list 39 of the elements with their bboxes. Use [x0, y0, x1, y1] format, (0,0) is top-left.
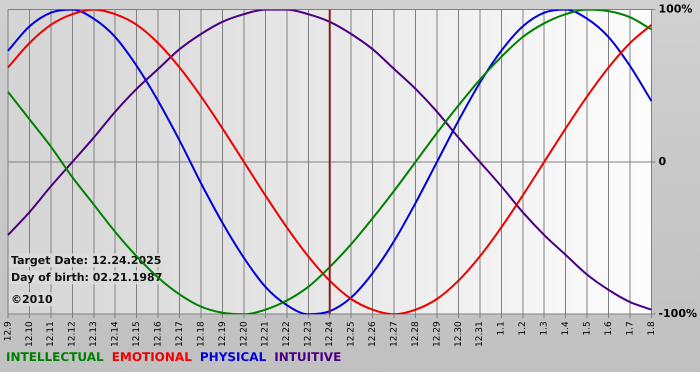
x-tick-label: 1.1 [496, 321, 507, 336]
x-tick-label: 12.12 [68, 321, 78, 347]
text: INTELLECTUAL [6, 350, 104, 364]
x-tick-label: 12.21 [260, 321, 271, 347]
x-tick-label: 1.4 [561, 320, 571, 336]
x-tick-label: 1.7 [625, 321, 636, 336]
x-tick-label: 12.31 [475, 321, 486, 347]
x-tick-label: 12.18 [196, 320, 206, 347]
x-tick-label: 12.10 [24, 320, 35, 347]
x-tick-label: 12.15 [132, 321, 142, 347]
x-tick-label: 12.19 [218, 320, 228, 347]
x-tick-label: 1.3 [540, 321, 550, 336]
x-tick-label: 12.14 [110, 320, 121, 347]
annotation: ©2010 [11, 293, 53, 306]
x-tick-label: 12.22 [282, 321, 292, 347]
x-tick-label: 12.27 [389, 321, 400, 347]
x-tick-label: 12.11 [46, 321, 56, 347]
x-tick-label: 12.20 [239, 320, 250, 347]
x-tick-label: 12.29 [432, 320, 442, 347]
x-tick-label: 12.9 [3, 320, 14, 342]
y-tick-label: -100% [658, 307, 698, 320]
y-tick-label: 100% [658, 2, 692, 16]
x-tick-label: 1.8 [646, 320, 657, 336]
x-tick-label: 12.24 [325, 320, 336, 347]
x-tick-label: 12.26 [368, 320, 378, 347]
x-tick-label: 12.23 [304, 321, 314, 347]
text: INTUITIVE [274, 350, 342, 364]
x-tick-label: 1.2 [518, 321, 528, 336]
x-tick-label: 12.25 [346, 321, 357, 347]
x-tick-label: 12.17 [174, 321, 185, 347]
text: PHYSICAL [200, 350, 266, 364]
x-tick-label: 12.13 [89, 321, 100, 347]
x-tick-label: 1.5 [582, 321, 592, 336]
x-tick-label: 12.30 [454, 320, 464, 347]
x-tick-label: 12.16 [153, 320, 164, 347]
x-tick-label: 1.6 [604, 320, 614, 336]
y-tick-label: 0 [658, 154, 666, 168]
x-tick-label: 12.28 [410, 320, 421, 347]
text: EMOTIONAL [112, 350, 192, 364]
